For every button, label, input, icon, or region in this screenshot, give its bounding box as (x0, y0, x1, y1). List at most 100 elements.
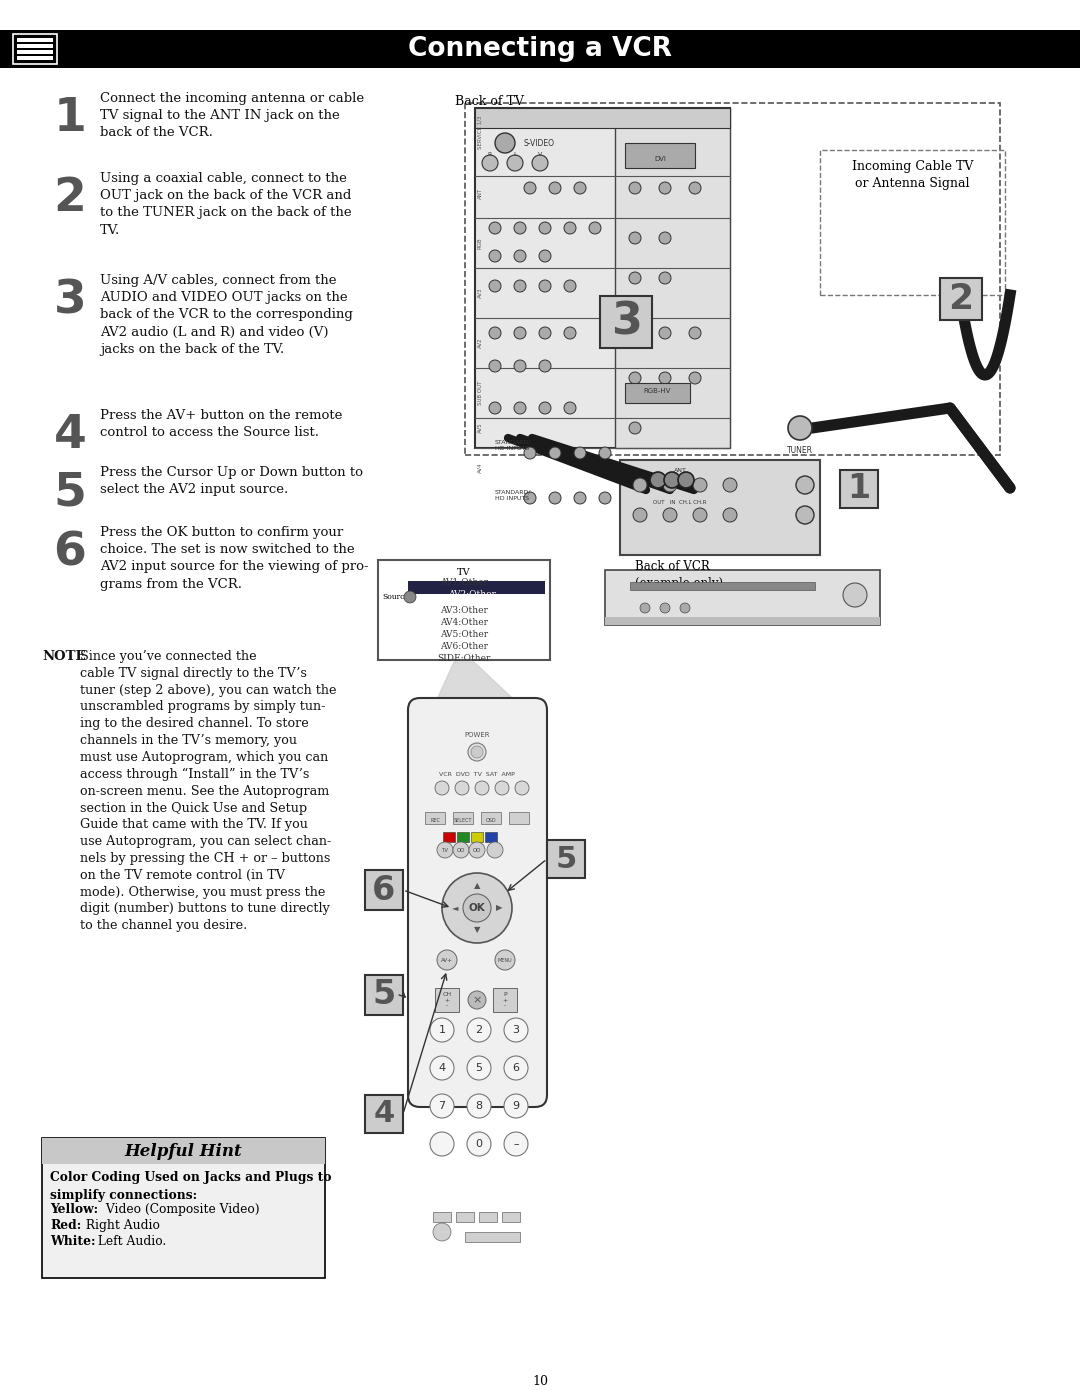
Text: 3: 3 (513, 1025, 519, 1035)
Circle shape (435, 781, 449, 795)
Bar (492, 988, 517, 1011)
Circle shape (796, 506, 814, 524)
Text: AV4: AV4 (478, 462, 483, 474)
Circle shape (640, 604, 650, 613)
Text: R: R (488, 152, 492, 156)
Text: Connecting a VCR: Connecting a VCR (408, 36, 672, 61)
Circle shape (659, 372, 671, 384)
Text: AV3:Other: AV3:Other (440, 606, 488, 615)
Circle shape (689, 372, 701, 384)
Circle shape (599, 492, 611, 504)
Circle shape (663, 478, 677, 492)
Text: Press the Cursor Up or Down button to
select the AV2 input source.: Press the Cursor Up or Down button to se… (100, 467, 363, 496)
Text: 2: 2 (54, 176, 86, 221)
Circle shape (539, 327, 551, 339)
Circle shape (524, 492, 536, 504)
Text: ▶: ▶ (496, 904, 502, 912)
Circle shape (430, 1132, 454, 1155)
Text: Press the OK button to confirm your
choice. The set is now switched to the
AV2 i: Press the OK button to confirm your choi… (100, 527, 368, 591)
Text: Color Coding Used on Jacks and Plugs to
simplify connections:: Color Coding Used on Jacks and Plugs to … (50, 1171, 332, 1201)
Text: ANT: ANT (674, 468, 687, 474)
Circle shape (659, 182, 671, 194)
Bar (625, 383, 690, 402)
Bar (17, 56, 53, 60)
Text: Back of VCR
(example only): Back of VCR (example only) (635, 560, 724, 590)
Text: ×: × (472, 995, 482, 1004)
Circle shape (549, 492, 561, 504)
Circle shape (453, 842, 469, 858)
Circle shape (471, 746, 483, 759)
Text: 5: 5 (373, 978, 395, 1011)
Circle shape (589, 222, 600, 235)
Text: NOTE: NOTE (42, 650, 85, 664)
Circle shape (515, 781, 529, 795)
Bar (546, 840, 585, 877)
Circle shape (467, 1056, 491, 1080)
Circle shape (693, 478, 707, 492)
Circle shape (629, 327, 642, 339)
Circle shape (469, 842, 485, 858)
Text: 5: 5 (475, 1063, 483, 1073)
Circle shape (573, 492, 586, 504)
Circle shape (629, 372, 642, 384)
Bar (42, 1139, 325, 1278)
Text: 1: 1 (438, 1025, 446, 1035)
Bar (13, 34, 57, 64)
Circle shape (489, 279, 501, 292)
Polygon shape (430, 662, 530, 715)
Circle shape (514, 222, 526, 235)
Circle shape (680, 604, 690, 613)
Circle shape (430, 1018, 454, 1042)
Bar (605, 617, 880, 624)
Circle shape (430, 1056, 454, 1080)
Text: 5: 5 (54, 469, 86, 515)
Circle shape (442, 873, 512, 943)
Text: OO: OO (457, 848, 465, 852)
Bar (820, 149, 1005, 295)
Text: 8: 8 (475, 1101, 483, 1111)
Text: AV5: AV5 (478, 423, 483, 433)
Circle shape (689, 327, 701, 339)
Circle shape (404, 591, 416, 604)
Text: Yellow:: Yellow: (50, 1203, 98, 1215)
Circle shape (629, 182, 642, 194)
Text: 3: 3 (610, 300, 642, 344)
Bar (471, 833, 483, 842)
Text: POWER: POWER (464, 732, 489, 738)
Text: White:: White: (50, 1235, 95, 1248)
Circle shape (489, 222, 501, 235)
Circle shape (433, 1222, 451, 1241)
Circle shape (504, 1094, 528, 1118)
Circle shape (524, 447, 536, 460)
Text: STANDARD/
HD INPUTS: STANDARD/ HD INPUTS (495, 490, 531, 500)
Text: SUB OUT: SUB OUT (478, 381, 483, 405)
Text: CH
+
-: CH + - (443, 992, 451, 1009)
Text: 7: 7 (438, 1101, 446, 1111)
Circle shape (482, 155, 498, 170)
Text: Using A/V cables, connect from the
AUDIO and VIDEO OUT jacks on the
back of the : Using A/V cables, connect from the AUDIO… (100, 274, 353, 356)
Circle shape (467, 1132, 491, 1155)
Circle shape (455, 781, 469, 795)
Circle shape (539, 360, 551, 372)
Circle shape (489, 327, 501, 339)
Text: Incoming Cable TV
or Antenna Signal: Incoming Cable TV or Antenna Signal (852, 161, 973, 190)
Circle shape (549, 447, 561, 460)
Bar (426, 812, 445, 824)
Text: 4: 4 (438, 1063, 446, 1073)
Circle shape (468, 743, 486, 761)
Text: Right Audio: Right Audio (82, 1220, 160, 1232)
Circle shape (437, 842, 453, 858)
Circle shape (678, 472, 694, 488)
Circle shape (489, 402, 501, 414)
Circle shape (495, 781, 509, 795)
Text: RGB-HV: RGB-HV (644, 388, 671, 394)
Text: Connect the incoming antenna or cable
TV signal to the ANT IN jack on the
back o: Connect the incoming antenna or cable TV… (100, 92, 364, 140)
Text: SERVICE 1/3: SERVICE 1/3 (478, 115, 483, 148)
Circle shape (629, 272, 642, 284)
Text: AV+: AV+ (441, 957, 453, 963)
Bar (443, 833, 455, 842)
Text: AV2: AV2 (478, 338, 483, 348)
Text: TV: TV (442, 848, 448, 852)
Circle shape (659, 232, 671, 244)
Circle shape (468, 990, 486, 1009)
